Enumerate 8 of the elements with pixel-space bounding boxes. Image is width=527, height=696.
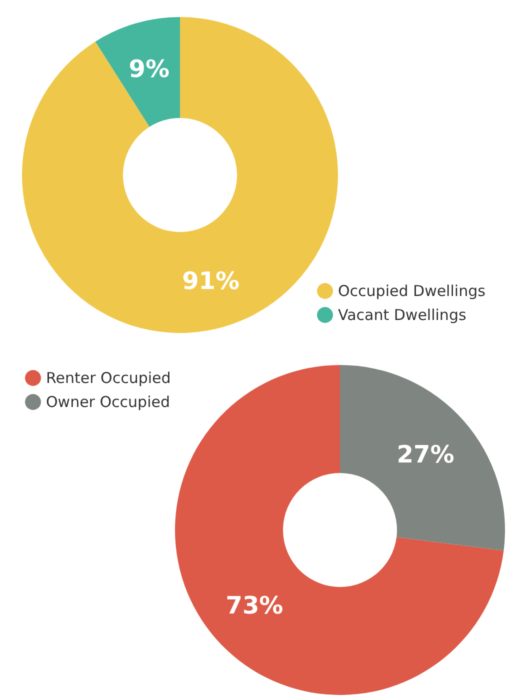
legend-label: Owner Occupied <box>46 393 170 411</box>
legend-label: Renter Occupied <box>46 369 171 387</box>
legend-label: Vacant Dwellings <box>338 306 466 324</box>
data-label: 9% <box>128 54 170 83</box>
data-label: 73% <box>226 591 284 620</box>
legend-label: Occupied Dwellings <box>338 282 486 300</box>
data-label: 27% <box>396 440 454 469</box>
data-label: 91% <box>182 267 240 296</box>
